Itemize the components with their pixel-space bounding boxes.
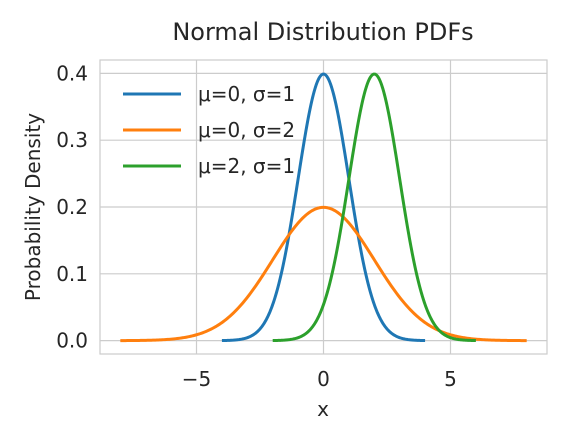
legend-label-2: μ=0, σ=2 <box>198 118 295 142</box>
y-tick-label: 0.3 <box>56 128 88 152</box>
y-axis-label: Probability Density <box>21 113 45 301</box>
y-tick-labels: 0.0 0.1 0.2 0.3 0.4 <box>56 61 88 352</box>
y-tick-label: 0.0 <box>56 329 88 353</box>
x-tick-label: −5 <box>182 367 211 391</box>
x-tick-label: 0 <box>317 367 330 391</box>
legend: μ=0, σ=1 μ=0, σ=2 μ=2, σ=1 <box>123 82 295 178</box>
legend-label-1: μ=0, σ=1 <box>198 82 295 106</box>
series-lines <box>120 72 527 343</box>
y-tick-label: 0.2 <box>56 195 88 219</box>
chart-title: Normal Distribution PDFs <box>172 18 473 46</box>
legend-label-3: μ=2, σ=1 <box>198 154 295 178</box>
series-line-2 <box>120 205 527 343</box>
x-tick-label: 5 <box>444 367 457 391</box>
plot-area-frame <box>99 59 548 355</box>
series-line-1 <box>221 72 426 343</box>
series-line-3 <box>271 72 477 343</box>
x-axis-label: x <box>317 397 329 421</box>
y-tick-label: 0.4 <box>56 61 88 85</box>
x-tick-labels: −5 0 5 <box>182 367 457 391</box>
y-tick-label: 0.1 <box>56 262 88 286</box>
